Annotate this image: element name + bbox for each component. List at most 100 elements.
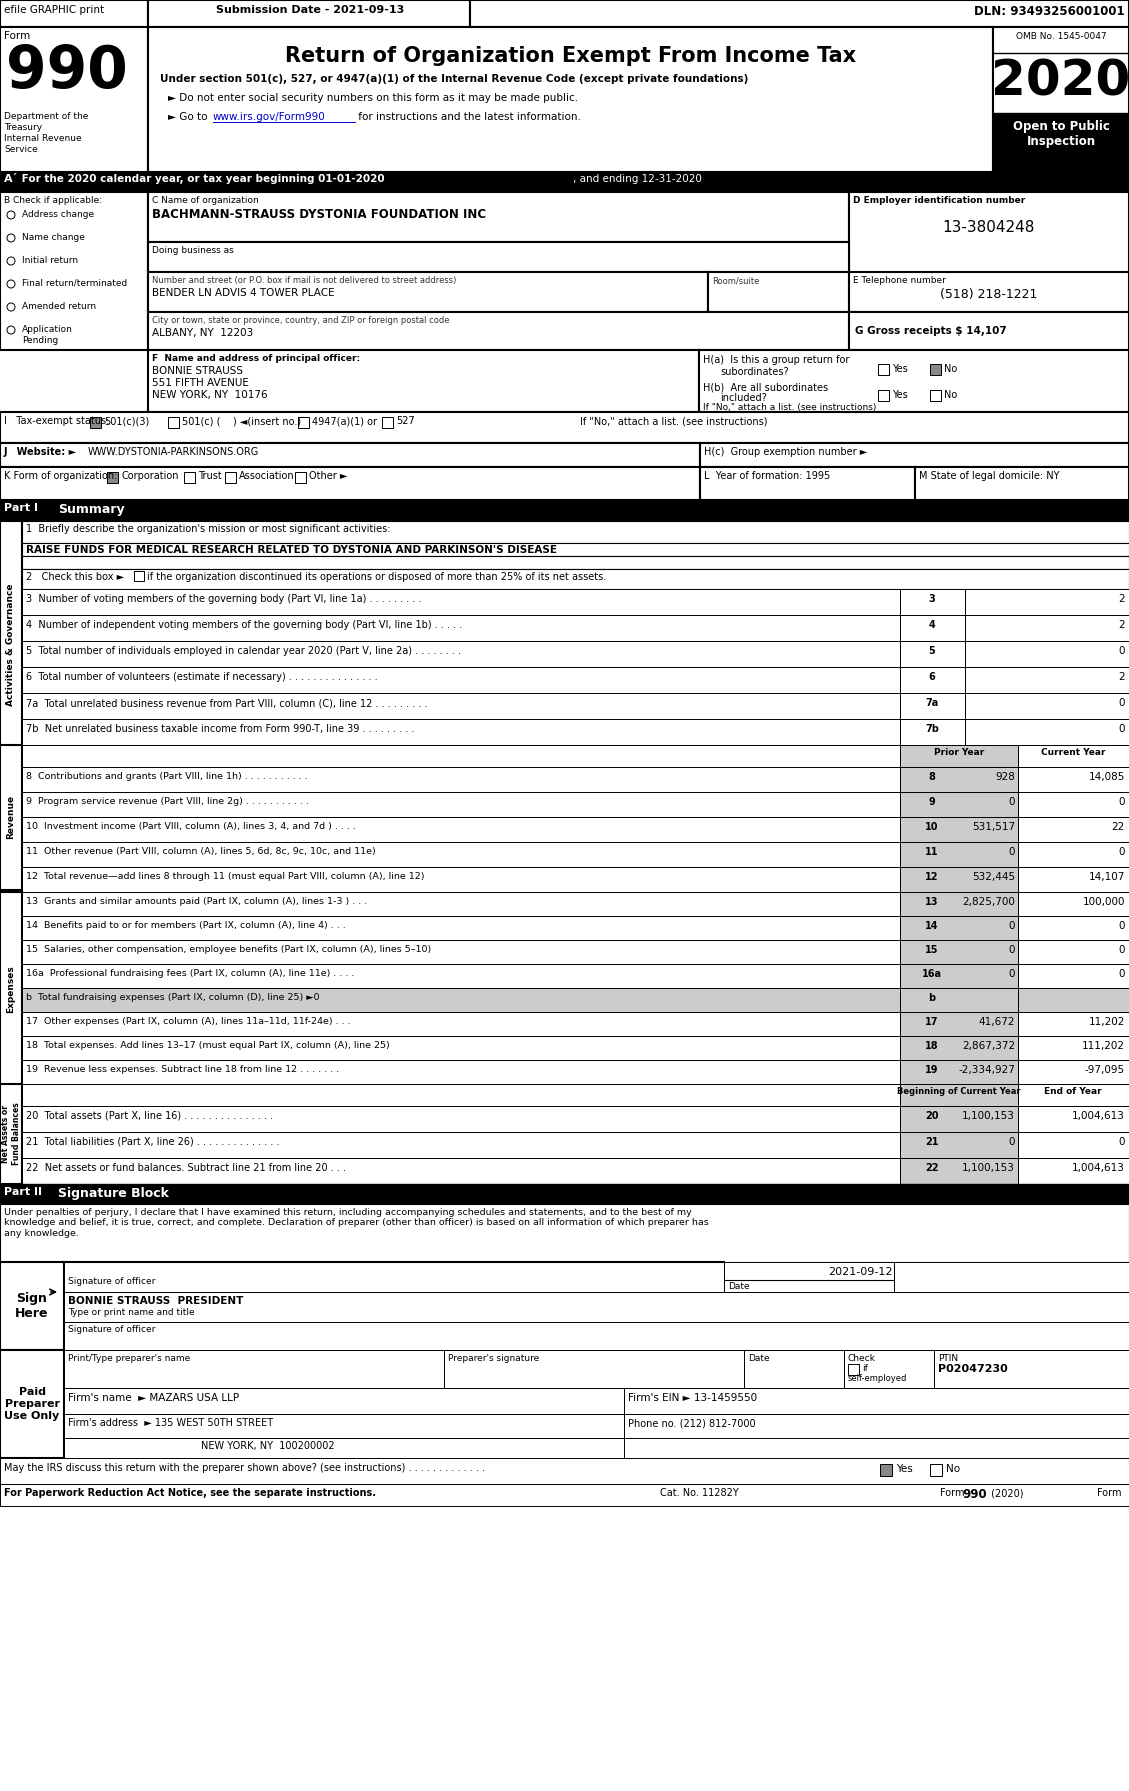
Bar (624, 1388, 1129, 1415)
Text: Signature of officer: Signature of officer (68, 1325, 156, 1334)
Text: 2   Check this box ►: 2 Check this box ► (26, 571, 128, 582)
Bar (900, 1035, 1018, 1060)
Bar (21, 570, 1129, 589)
Bar (168, 417, 180, 428)
Text: 14,085: 14,085 (1088, 772, 1124, 783)
Text: 2020: 2020 (991, 57, 1129, 106)
Bar (148, 349, 699, 412)
Text: 4947(a)(1) or: 4947(a)(1) or (312, 416, 377, 426)
Text: Expenses: Expenses (7, 965, 16, 1014)
Text: NEW YORK, NY  10176: NEW YORK, NY 10176 (152, 390, 268, 399)
Text: 6: 6 (929, 672, 935, 682)
Bar (900, 1107, 1018, 1132)
Bar (1018, 867, 1129, 892)
Bar (900, 614, 965, 641)
Text: 4  Number of independent voting members of the governing body (Part VI, line 1b): 4 Number of independent voting members o… (26, 620, 462, 630)
Text: Other ►: Other ► (309, 471, 348, 482)
Text: -97,095: -97,095 (1085, 1066, 1124, 1075)
Text: 7b  Net unrelated business taxable income from Form 990-T, line 39 . . . . . . .: 7b Net unrelated business taxable income… (26, 724, 414, 734)
Text: WWW.DYSTONIA-PARKINSONS.ORG: WWW.DYSTONIA-PARKINSONS.ORG (88, 448, 260, 457)
Bar (21, 555, 1129, 570)
Text: H(b)  Are all subordinates: H(b) Are all subordinates (703, 381, 829, 392)
Circle shape (7, 279, 15, 288)
Text: Room/suite: Room/suite (712, 276, 760, 285)
Bar (900, 915, 1018, 940)
Bar (900, 892, 965, 915)
Circle shape (7, 256, 15, 265)
Text: 1,004,613: 1,004,613 (1073, 1110, 1124, 1121)
Text: 12  Total revenue—add lines 8 through 11 (must equal Part VIII, column (A), line: 12 Total revenue—add lines 8 through 11 … (26, 872, 425, 881)
Bar (900, 745, 965, 767)
Text: Phone no. (212) 812-7000: Phone no. (212) 812-7000 (628, 1418, 755, 1427)
Bar (965, 614, 1129, 641)
Bar (965, 589, 1129, 614)
Text: A´: A´ (5, 174, 18, 184)
Bar (900, 1012, 1018, 1035)
Bar (134, 571, 145, 580)
Bar (0, 0, 148, 27)
Text: 6  Total number of volunteers (estimate if necessary) . . . . . . . . . . . . . : 6 Total number of volunteers (estimate i… (26, 672, 377, 682)
Text: H(a)  Is this a group return for: H(a) Is this a group return for (703, 355, 849, 365)
Bar (21, 641, 900, 666)
Text: 527: 527 (396, 416, 414, 426)
Bar (0, 1204, 1129, 1263)
Bar (700, 442, 1129, 467)
Bar (21, 767, 900, 792)
Text: Under section 501(c), 527, or 4947(a)(1) of the Internal Revenue Code (except pr: Under section 501(c), 527, or 4947(a)(1)… (160, 73, 749, 84)
Text: Association: Association (239, 471, 295, 482)
Text: Trust: Trust (198, 471, 221, 482)
Text: (2020): (2020) (988, 1488, 1024, 1497)
Bar (0, 467, 700, 500)
Bar (21, 745, 900, 767)
Bar (900, 964, 965, 989)
Bar (295, 473, 306, 484)
Bar (878, 364, 889, 374)
Text: F  Name and address of principal officer:: F Name and address of principal officer: (152, 355, 360, 364)
Text: 0: 0 (1119, 969, 1124, 980)
Text: Type or print name and title: Type or print name and title (68, 1307, 194, 1316)
Text: May the IRS discuss this return with the preparer shown above? (see instructions: May the IRS discuss this return with the… (5, 1463, 485, 1472)
Bar (900, 842, 965, 867)
Bar (900, 767, 965, 792)
Bar (225, 473, 236, 484)
Text: 8: 8 (928, 772, 936, 783)
Text: 7a  Total unrelated business revenue from Part VIII, column (C), line 12 . . . .: 7a Total unrelated business revenue from… (26, 698, 428, 707)
Bar (1018, 817, 1129, 842)
Text: 2,867,372: 2,867,372 (962, 1041, 1015, 1051)
Text: 9  Program service revenue (Part VIII, line 2g) . . . . . . . . . . .: 9 Program service revenue (Part VIII, li… (26, 797, 309, 806)
Bar (900, 641, 965, 666)
Bar (148, 192, 849, 242)
Bar (64, 1263, 724, 1291)
Bar (148, 272, 708, 312)
Text: 1,100,153: 1,100,153 (962, 1162, 1015, 1173)
Text: 2,825,700: 2,825,700 (962, 897, 1015, 906)
Text: Amended return: Amended return (21, 303, 96, 312)
Text: 0: 0 (1008, 1137, 1015, 1146)
Text: 5  Total number of individuals employed in calendar year 2020 (Part V, line 2a) : 5 Total number of individuals employed i… (26, 647, 461, 656)
Text: No: No (944, 364, 957, 374)
Bar (900, 940, 965, 964)
Text: 13  Grants and similar amounts paid (Part IX, column (A), lines 1-3 ) . . .: 13 Grants and similar amounts paid (Part… (26, 897, 367, 906)
Bar (0, 0, 1129, 27)
Bar (21, 817, 900, 842)
Bar (994, 113, 1129, 172)
Bar (0, 1350, 64, 1458)
Bar (21, 940, 900, 964)
Bar (1018, 1107, 1129, 1132)
Text: 14,107: 14,107 (1088, 872, 1124, 881)
Text: 0: 0 (1008, 946, 1015, 955)
Bar (900, 915, 965, 940)
Text: Internal Revenue: Internal Revenue (5, 134, 81, 143)
Text: 10  Investment income (Part VIII, column (A), lines 3, 4, and 7d ) . . . .: 10 Investment income (Part VIII, column … (26, 822, 356, 831)
Bar (298, 417, 309, 428)
Text: Under penalties of perjury, I declare that I have examined this return, includin: Under penalties of perjury, I declare th… (5, 1207, 709, 1238)
Text: M State of legal domicile: NY: M State of legal domicile: NY (919, 471, 1059, 482)
Text: Number and street (or P.O. box if mail is not delivered to street address): Number and street (or P.O. box if mail i… (152, 276, 456, 285)
Bar (1018, 1159, 1129, 1184)
Text: 7b: 7b (925, 724, 939, 734)
Text: 9: 9 (929, 797, 935, 808)
Bar (849, 312, 1129, 349)
Text: 0: 0 (1008, 969, 1015, 980)
Bar (1018, 1012, 1129, 1035)
Bar (21, 1012, 900, 1035)
